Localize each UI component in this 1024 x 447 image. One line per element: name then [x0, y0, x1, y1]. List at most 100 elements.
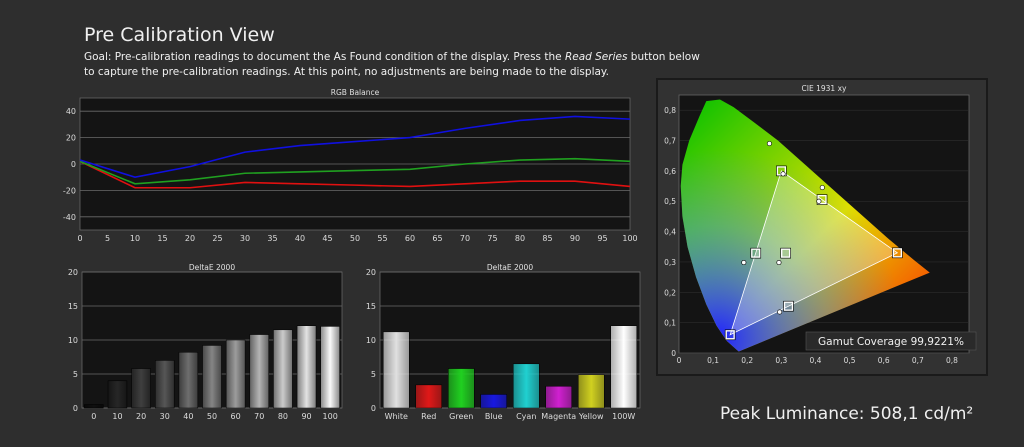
target-marker [725, 330, 735, 340]
x-tick-label: Blue [485, 412, 503, 421]
target-marker [751, 248, 761, 258]
y-tick-label: 0,1 [664, 319, 676, 328]
bar-100 [320, 326, 340, 409]
y-tick-label: 0 [71, 160, 76, 169]
x-tick-label: Green [449, 412, 473, 421]
x-tick-label: 15 [157, 234, 167, 243]
x-tick-label: 0,2 [741, 356, 753, 365]
bar-90 [296, 325, 317, 409]
x-tick-label: 40 [295, 234, 305, 243]
x-tick-label: 40 [183, 412, 193, 421]
bar-0 [84, 404, 104, 409]
chart-title: CIE 1931 xy [802, 84, 847, 93]
x-tick-label: 30 [160, 412, 170, 421]
y-tick-label: 0 [371, 404, 376, 413]
bar-20 [131, 368, 151, 409]
deltae-colors-chart: DeltaE 2000 20 15 10 5 0 White Red Green Blue Cyan… [366, 264, 641, 421]
series-line-1 [79, 157, 631, 185]
y-tick-label: -40 [63, 213, 76, 222]
bar-cyan [513, 363, 540, 409]
series-line-0 [79, 160, 631, 189]
x-tick-label: 0,6 [878, 356, 890, 365]
x-tick-label: 60 [231, 412, 241, 421]
bar-yellow [578, 374, 605, 409]
measured-point [777, 309, 783, 315]
bar-10 [107, 380, 128, 409]
peak-luminance: Peak Luminance: 508,1 cd/m² [720, 404, 974, 424]
x-tick-label: 25 [212, 234, 222, 243]
x-tick-label: 0,4 [810, 356, 822, 365]
y-tick-label: 0,6 [664, 167, 676, 176]
bar-80 [273, 329, 293, 409]
target-marker-outline [780, 247, 791, 259]
x-tick-label: 20 [136, 412, 146, 421]
rgb-balance-chart: RGB Balance 40 20 0 -20 -40 0 5 10 15 20 25 30 35 40 45… [63, 88, 638, 243]
measured-point [780, 171, 786, 177]
target-marker-outline [892, 247, 903, 259]
bar-100w [610, 325, 637, 409]
y-tick-label: 0,4 [664, 228, 676, 237]
y-tick-label: 5 [371, 370, 376, 379]
x-tick-label: 0 [91, 412, 96, 421]
goal-text-end: button below to capture the pre-calibrat… [84, 51, 700, 78]
gamut-coverage-box [805, 331, 977, 351]
y-tick-label: 20 [66, 134, 76, 143]
x-tick-label: 75 [487, 234, 497, 243]
x-tick-label: 20 [185, 234, 195, 243]
cie-panel: CIE 1931 xy 0,8 0,7 0,6 0,5 0,4 0,3 0,2 0,1 0 0 0,1… [656, 78, 988, 376]
x-tick-label: Red [421, 412, 436, 421]
gamut-coverage-label: Gamut Coverage 99,9221% [818, 336, 964, 348]
target-marker-outline [724, 329, 736, 341]
y-tick-label: 15 [68, 302, 78, 311]
x-tick-label: 10 [130, 234, 140, 243]
bar-white [383, 331, 410, 409]
measured-point [819, 185, 825, 191]
x-tick-label: 65 [432, 234, 442, 243]
target-marker [892, 248, 903, 258]
x-tick-label: 0,8 [946, 356, 958, 365]
series-line-2 [79, 115, 631, 179]
measured-point [741, 260, 747, 266]
x-tick-label: 90 [570, 234, 580, 243]
y-tick-label: 0 [671, 349, 676, 358]
y-tick-label: 0,3 [664, 258, 676, 267]
y-tick-label: 20 [68, 268, 78, 277]
y-tick-label: 0 [73, 404, 78, 413]
target-marker-outline [783, 300, 794, 312]
x-tick-label: 100 [323, 412, 338, 421]
x-tick-label: 60 [405, 234, 415, 243]
x-tick-label: 70 [460, 234, 470, 243]
x-tick-label: 100W [612, 412, 635, 421]
x-tick-label: 35 [267, 234, 277, 243]
bar-60 [225, 339, 246, 409]
chart-title: RGB Balance [331, 88, 380, 97]
measured-point [816, 198, 822, 204]
bar-70 [249, 334, 269, 409]
x-tick-label: 5 [105, 234, 110, 243]
x-tick-label: 10 [112, 412, 122, 421]
x-tick-label: 55 [377, 234, 387, 243]
bar-30 [155, 360, 175, 409]
x-tick-label: 90 [301, 412, 311, 421]
x-tick-label: Yellow [578, 412, 604, 421]
x-tick-label: 0,1 [707, 356, 719, 365]
x-tick-label: 0 [77, 234, 82, 243]
bar-50 [202, 345, 222, 409]
y-tick-label: 5 [73, 370, 78, 379]
measured-point [776, 260, 782, 266]
bar-green [448, 368, 475, 409]
x-tick-label: 0 [677, 356, 682, 365]
chart-title: DeltaE 2000 [189, 264, 235, 272]
target-marker [780, 248, 791, 258]
x-tick-label: 80 [278, 412, 288, 421]
target-marker [783, 301, 794, 311]
x-tick-label: 70 [254, 412, 264, 421]
chart-title: DeltaE 2000 [487, 264, 533, 272]
y-tick-label: 15 [366, 302, 376, 311]
goal-description: Goal: Pre-calibration readings to docume… [84, 50, 704, 80]
y-tick-label: 10 [366, 336, 376, 345]
x-tick-label: 50 [207, 412, 217, 421]
page-title: Pre Calibration View [84, 24, 275, 46]
measured-point [766, 141, 772, 147]
